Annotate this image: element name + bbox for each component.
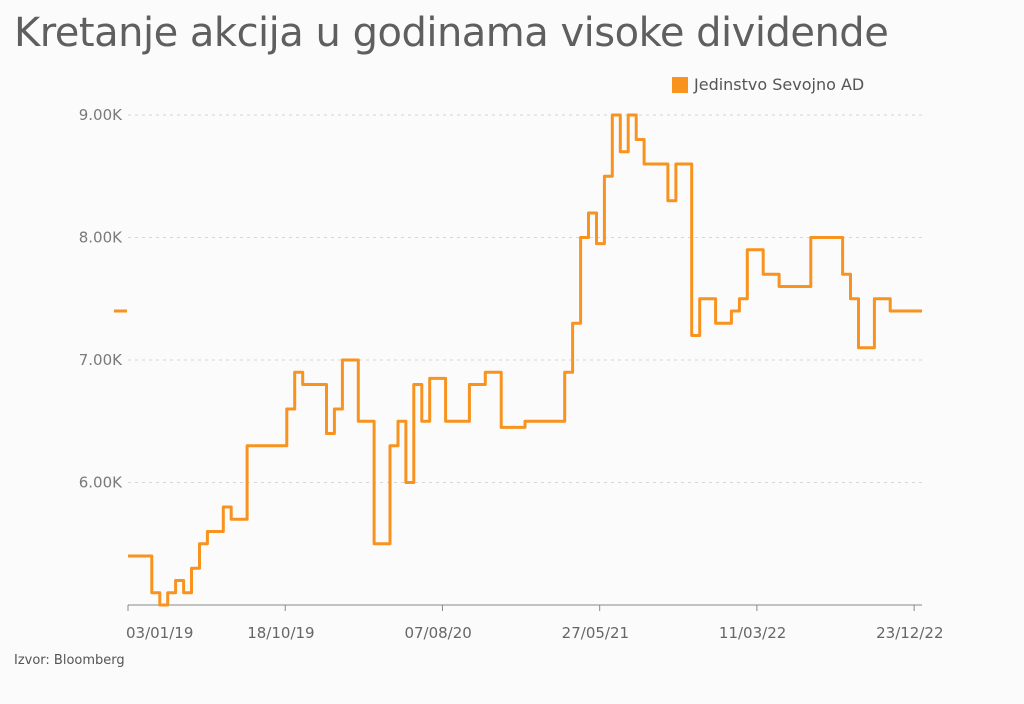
x-tick-label: 03/01/19: [126, 624, 193, 642]
y-tick-label: 6.00K: [79, 474, 123, 492]
y-tick-label: 9.00K: [79, 106, 123, 124]
chart-title: Kretanje akcija u godinama visoke divide…: [14, 10, 889, 56]
series-line: [128, 113, 922, 607]
x-tick-label: 27/05/21: [562, 624, 629, 642]
x-tick-label: 11/03/22: [719, 624, 786, 642]
source-note: Izvor: Bloomberg: [14, 653, 125, 668]
x-tick-label: 07/08/20: [404, 624, 471, 642]
x-tick-label: 18/10/19: [247, 624, 314, 642]
legend-label: Jedinstvo Sevojno AD: [694, 75, 865, 94]
legend: Jedinstvo Sevojno AD: [672, 75, 864, 94]
y-tick-label: 8.00K: [79, 229, 123, 247]
series-layer: [114, 113, 922, 607]
y-tick-label: 7.00K: [79, 351, 123, 369]
label-layer: 6.00K 7.00K 8.00K 9.00K 03/01/19 18/10/19 07/0…: [79, 106, 944, 642]
x-tick-label: 23/12/22: [876, 624, 943, 642]
axis-layer: [127, 604, 922, 611]
legend-swatch: [672, 76, 688, 93]
